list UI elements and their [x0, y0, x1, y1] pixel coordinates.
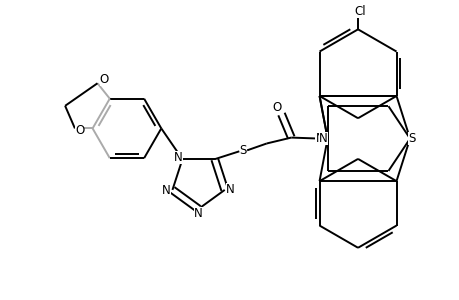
- Text: O: O: [271, 101, 280, 114]
- Text: S: S: [408, 132, 415, 145]
- Text: Cl: Cl: [353, 5, 365, 18]
- Text: S: S: [408, 132, 415, 145]
- Text: N: N: [194, 207, 202, 220]
- Text: O: O: [100, 73, 109, 86]
- Text: O: O: [75, 124, 84, 137]
- Text: N: N: [315, 132, 324, 145]
- Text: N: N: [319, 132, 327, 145]
- Text: N: N: [162, 184, 171, 197]
- Text: N: N: [174, 151, 183, 164]
- Text: N: N: [226, 183, 235, 196]
- Text: S: S: [239, 144, 246, 157]
